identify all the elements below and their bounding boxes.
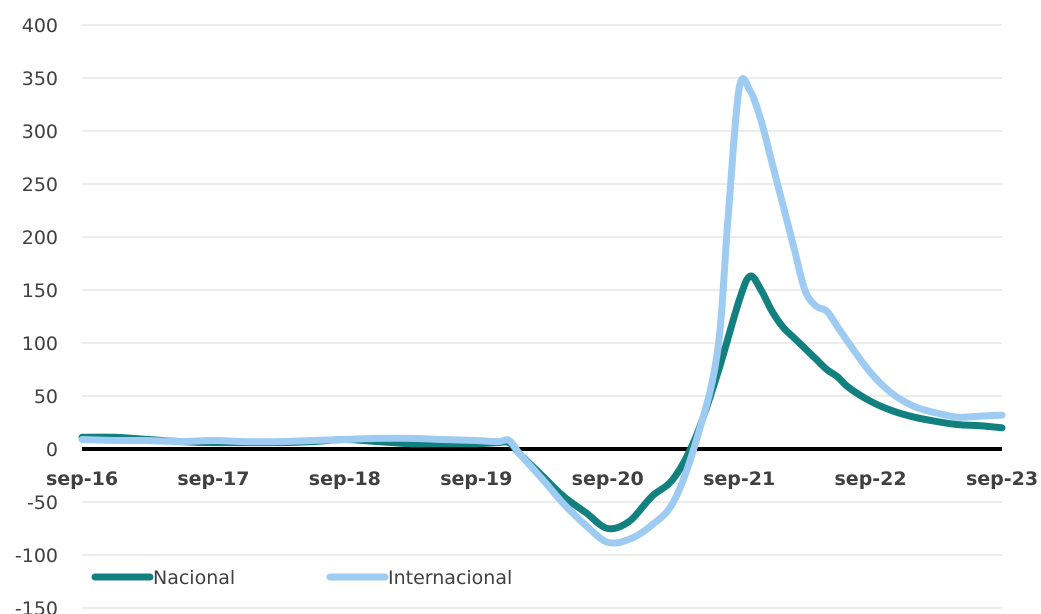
y-tick-label: 100 — [22, 333, 58, 355]
legend-label: Nacional — [153, 567, 235, 589]
y-tick-label: 300 — [22, 121, 58, 143]
y-tick-label: 350 — [22, 68, 58, 90]
x-tick-label: sep-17 — [177, 468, 249, 490]
x-tick-label: sep-22 — [835, 468, 907, 490]
x-tick-label: sep-20 — [572, 468, 644, 490]
y-tick-label: 400 — [22, 15, 58, 37]
series-lines — [78, 75, 1006, 547]
y-tick-label: -50 — [27, 492, 58, 514]
series-line-internacional — [78, 75, 1006, 547]
series-line-nacional — [78, 272, 1006, 533]
legend-item: Internacional — [326, 567, 512, 589]
grid-lines — [82, 24, 1002, 609]
legend-label: Internacional — [388, 567, 512, 589]
y-tick-label: 50 — [34, 386, 58, 408]
y-tick-label: -150 — [15, 598, 58, 614]
y-tick-label: 200 — [22, 227, 58, 249]
x-tick-label: sep-19 — [440, 468, 512, 490]
y-tick-label: -100 — [15, 545, 58, 567]
x-tick-label: sep-23 — [966, 468, 1038, 490]
y-axis-ticks: 400 350 300 250 200 150 100 50 0 -50 -100 -150 — [15, 15, 58, 614]
y-tick-label: 250 — [22, 174, 58, 196]
legend-item: Nacional — [91, 567, 235, 589]
y-tick-label: 150 — [22, 280, 58, 302]
x-tick-label: sep-16 — [46, 468, 118, 490]
y-tick-label: 0 — [46, 439, 58, 461]
x-axis-ticks: sep-16 sep-17 sep-18 sep-19 sep-20 sep-21 sep-… — [46, 468, 1038, 490]
x-tick-label: sep-21 — [703, 468, 775, 490]
legend: Nacional Internacional — [91, 567, 512, 589]
x-tick-label: sep-18 — [309, 468, 381, 490]
